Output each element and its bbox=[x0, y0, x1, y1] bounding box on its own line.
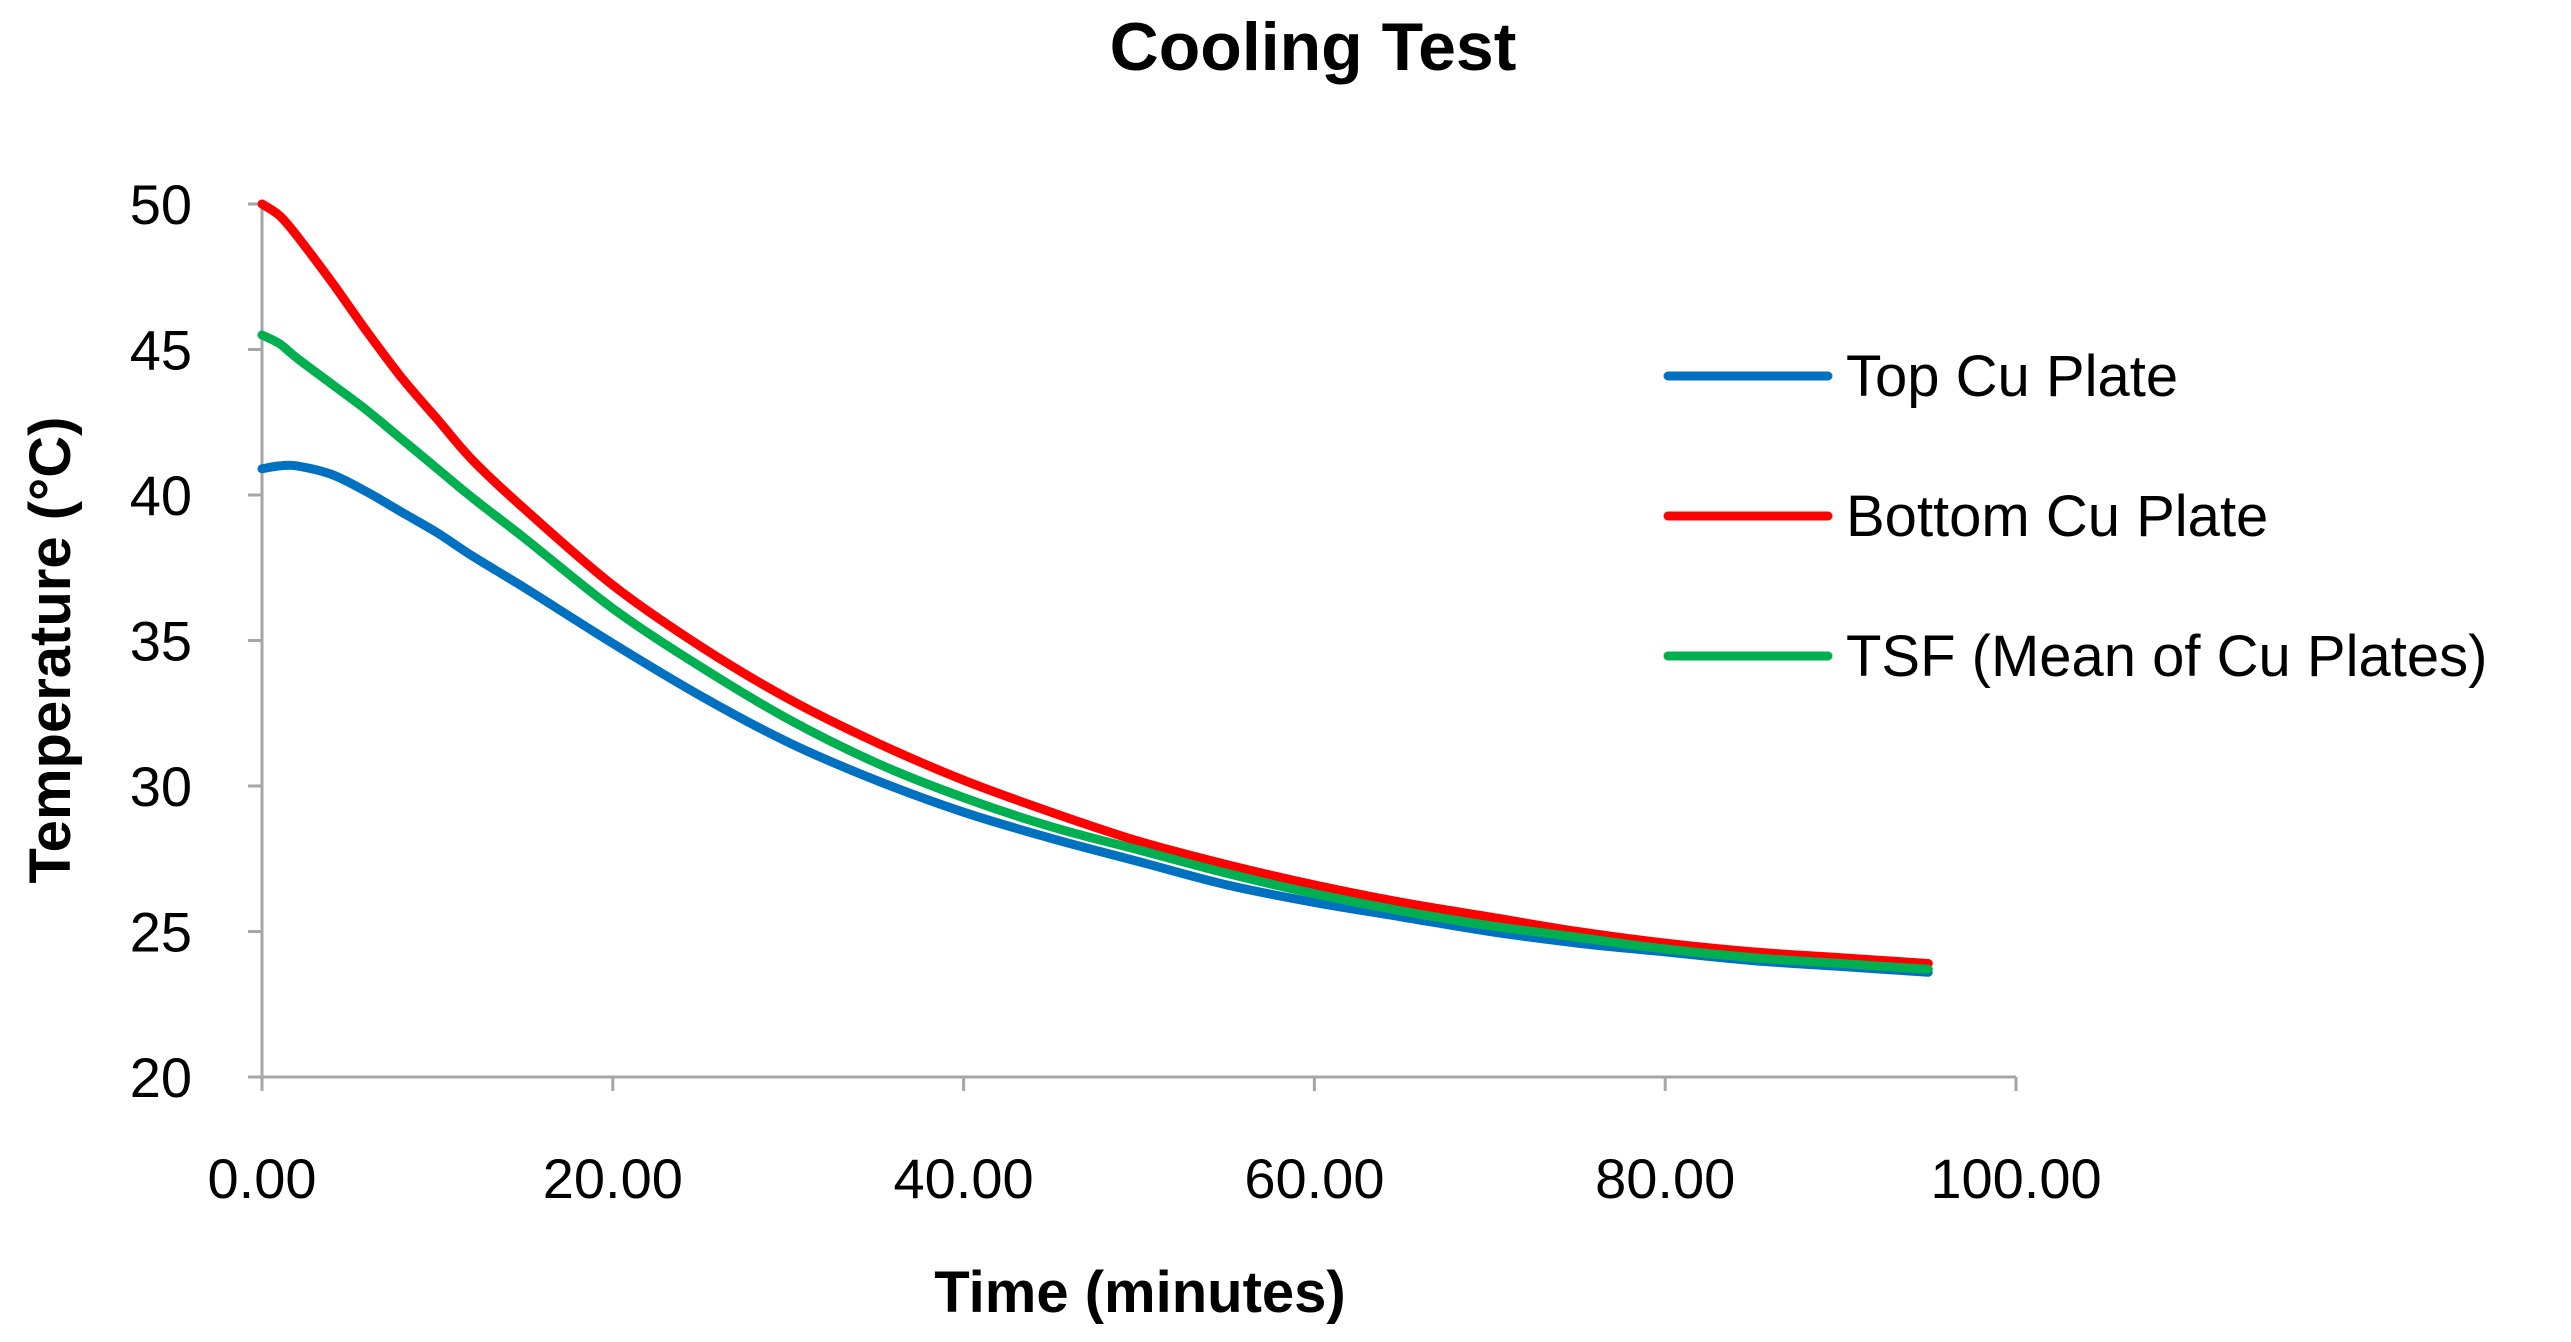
y-tick-label: 30 bbox=[130, 755, 192, 818]
x-tick-label: 60.00 bbox=[1244, 1147, 1384, 1210]
x-axis-title: Time (minutes) bbox=[934, 1260, 1345, 1325]
y-tick-label: 40 bbox=[130, 464, 192, 527]
legend-label-top-cu-plate: Top Cu Plate bbox=[1846, 344, 2178, 409]
series-line-tsf-mean-of-cu-plates bbox=[257, 330, 1933, 974]
legend-label-tsf-mean-of-cu-plates: TSF (Mean of Cu Plates) bbox=[1846, 624, 2487, 689]
x-tick-label: 0.00 bbox=[208, 1147, 317, 1210]
series-line-top-cu-plate bbox=[257, 460, 1933, 977]
x-tick-labels: 0.00 20.00 40.00 60.00 80.00 100.00 bbox=[208, 1077, 2102, 1210]
y-tick-label: 45 bbox=[130, 319, 192, 382]
x-tick-label: 100.00 bbox=[1930, 1147, 2101, 1210]
y-axis-title: Temperature (°C) bbox=[18, 417, 83, 884]
series-line-bottom-cu-plate bbox=[257, 199, 1933, 968]
axes bbox=[260, 204, 2016, 1079]
y-tick-label: 25 bbox=[130, 901, 192, 964]
y-tick-label: 35 bbox=[130, 610, 192, 673]
x-tick-label: 80.00 bbox=[1595, 1147, 1735, 1210]
chart-title: Cooling Test bbox=[1110, 9, 1517, 85]
series-lines bbox=[257, 199, 1933, 977]
legend-label-bottom-cu-plate: Bottom Cu Plate bbox=[1846, 484, 2268, 549]
y-tick-labels: 20 25 30 35 40 45 50 bbox=[130, 173, 262, 1109]
legend: Top Cu Plate Bottom Cu Plate TSF (Mean of … bbox=[1663, 344, 2487, 689]
y-tick-label: 20 bbox=[130, 1046, 192, 1109]
x-tick-label: 20.00 bbox=[543, 1147, 683, 1210]
x-tick-label: 40.00 bbox=[894, 1147, 1034, 1210]
y-tick-label: 50 bbox=[130, 173, 192, 236]
